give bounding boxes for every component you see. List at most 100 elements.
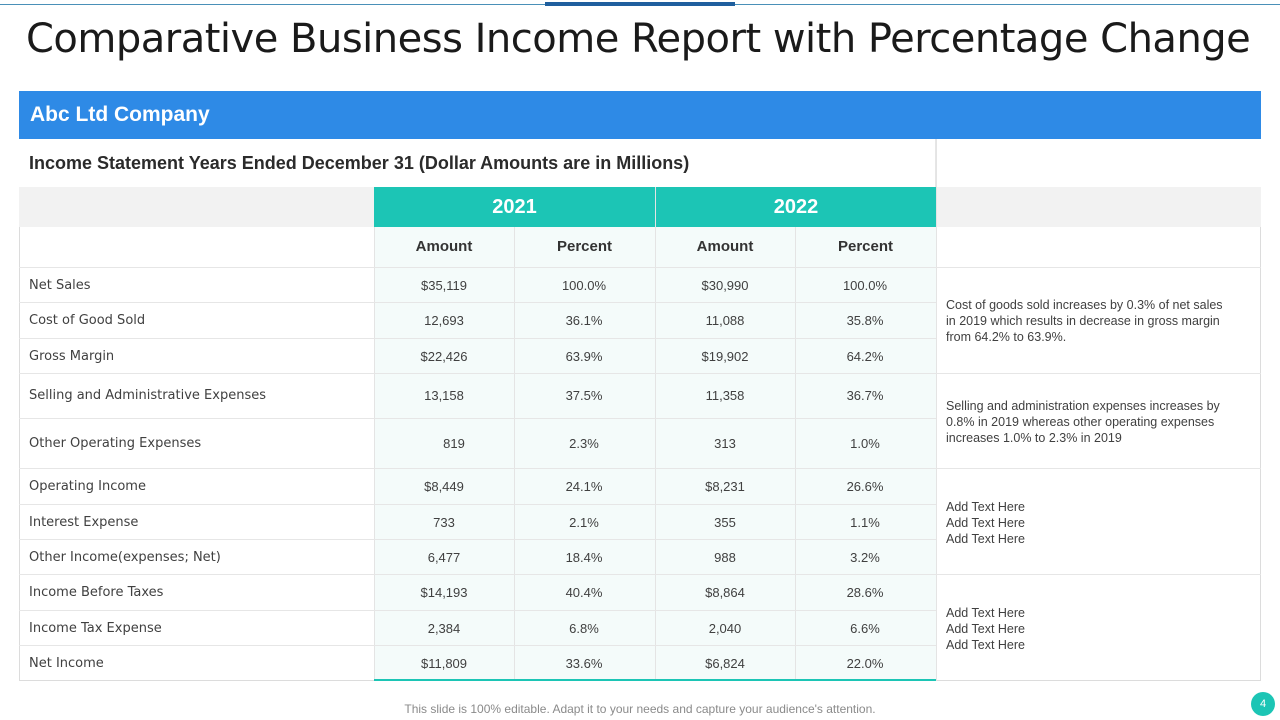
- amount-2021: 733: [433, 515, 455, 530]
- row-label: Other Income(expenses; Net): [29, 550, 221, 565]
- note-line: Add Text Here: [946, 622, 1025, 636]
- row-divider: [19, 504, 936, 505]
- amount-2021: 819: [443, 436, 465, 451]
- percent-2021: 6.8%: [569, 621, 599, 636]
- row-label: Income Tax Expense: [29, 621, 162, 636]
- column-divider: [655, 187, 656, 681]
- row-divider: [19, 267, 1261, 268]
- year-header-2022: 2022: [656, 187, 936, 227]
- column-header-percent-2021: Percent: [556, 238, 613, 255]
- amount-2022: $8,231: [705, 479, 745, 494]
- amount-2021: $8,449: [424, 479, 464, 494]
- header-band-right: [936, 187, 1261, 227]
- row-divider: [19, 610, 936, 611]
- row-label: Income Before Taxes: [29, 585, 164, 600]
- note-line: increases 1.0% to 2.3% in 2019: [946, 431, 1122, 445]
- company-name-bar: Abc Ltd Company: [19, 91, 1261, 139]
- amount-2022: $8,864: [705, 585, 745, 600]
- amount-2021: $11,809: [420, 656, 468, 671]
- percent-2022: 1.0%: [850, 436, 880, 451]
- amount-2021: $22,426: [420, 349, 468, 364]
- row-divider: [19, 373, 1261, 374]
- column-header-amount-2021: Amount: [415, 238, 473, 255]
- row-label: Operating Income: [29, 479, 146, 494]
- page-title: Comparative Business Income Report with …: [26, 16, 1251, 62]
- amount-2022: $19,902: [701, 349, 749, 364]
- column-divider: [936, 139, 937, 681]
- row-divider: [19, 302, 936, 303]
- amount-2022: 11,088: [705, 313, 745, 328]
- row-divider: [19, 574, 1261, 575]
- column-divider: [514, 227, 515, 681]
- percent-2021: 36.1%: [565, 313, 603, 328]
- percent-2022: 36.7%: [846, 388, 884, 403]
- note-line: Add Text Here: [946, 606, 1025, 620]
- top-accent-bar: [545, 2, 735, 6]
- percent-2021: 100.0%: [561, 278, 607, 293]
- row-divider: [19, 418, 936, 419]
- row-label: Interest Expense: [29, 515, 139, 530]
- percent-2021: 2.3%: [569, 436, 599, 451]
- percent-2022: 26.6%: [846, 479, 884, 494]
- amount-2022: 11,358: [705, 388, 745, 403]
- note-line: in 2019 which results in decrease in gro…: [946, 314, 1220, 328]
- percent-2022: 6.6%: [850, 621, 880, 636]
- year-header-2021: 2021: [374, 187, 655, 227]
- row-divider: [19, 338, 936, 339]
- footer-text: This slide is 100% editable. Adapt it to…: [404, 702, 876, 716]
- amount-2021: 2,384: [427, 621, 461, 636]
- statement-heading: Income Statement Years Ended December 31…: [19, 139, 936, 187]
- amount-2022: 988: [714, 550, 736, 565]
- percent-2022: 28.6%: [846, 585, 884, 600]
- amount-2022: 313: [714, 436, 736, 451]
- percent-2021: 63.9%: [565, 349, 603, 364]
- row-label: Net Sales: [29, 278, 91, 293]
- row-label: Cost of Good Sold: [29, 313, 146, 328]
- row-label: Net Income: [29, 656, 104, 671]
- note-line: 0.8% in 2019 whereas other operating exp…: [946, 415, 1215, 429]
- amount-2021: 12,693: [424, 313, 464, 328]
- note-line: Add Text Here: [946, 500, 1025, 514]
- amount-2022: 2,040: [708, 621, 742, 636]
- note-placeholder-1: Add Text Here Add Text Here Add Text Her…: [946, 499, 1246, 547]
- column-header-percent-2022: Percent: [837, 238, 894, 255]
- column-divider: [374, 227, 375, 681]
- row-divider: [19, 645, 936, 646]
- amount-2021: $35,119: [420, 278, 468, 293]
- note-line: Add Text Here: [946, 516, 1025, 530]
- percent-2021: 37.5%: [565, 388, 603, 403]
- percent-2021: 18.4%: [565, 550, 603, 565]
- note-placeholder-2: Add Text Here Add Text Here Add Text Her…: [946, 605, 1246, 653]
- note-line: Add Text Here: [946, 638, 1025, 652]
- percent-2022: 1.1%: [850, 515, 880, 530]
- row-divider: [19, 468, 1261, 469]
- amount-2021: $14,193: [420, 585, 468, 600]
- percent-2022: 3.2%: [850, 550, 880, 565]
- percent-2021: 24.1%: [565, 479, 603, 494]
- amount-2022: 355: [714, 515, 736, 530]
- percent-2021: 40.4%: [565, 585, 603, 600]
- percent-2022: 22.0%: [846, 656, 884, 671]
- percent-2021: 2.1%: [569, 515, 599, 530]
- column-divider: [795, 227, 796, 681]
- note-line: Selling and administration expenses incr…: [946, 399, 1220, 413]
- amount-2022: $30,990: [701, 278, 749, 293]
- note-gross-margin: Cost of goods sold increases by 0.3% of …: [946, 297, 1246, 345]
- row-divider: [19, 539, 936, 540]
- page-number-badge: 4: [1251, 692, 1275, 716]
- percent-2022: 100.0%: [842, 278, 888, 293]
- amount-2022: $6,824: [705, 656, 745, 671]
- column-header-amount-2022: Amount: [696, 238, 754, 255]
- row-label: Gross Margin: [29, 349, 115, 364]
- table-bottom-accent: [374, 679, 936, 681]
- note-line: from 64.2% to 63.9%.: [946, 330, 1067, 344]
- note-line: Cost of goods sold increases by 0.3% of …: [946, 298, 1223, 312]
- row-label: Other Operating Expenses: [29, 436, 202, 451]
- percent-2022: 35.8%: [846, 313, 884, 328]
- header-band-left: [19, 187, 374, 227]
- percent-2022: 64.2%: [846, 349, 884, 364]
- amount-2021: 6,477: [427, 550, 461, 565]
- amount-2021: 13,158: [424, 388, 464, 403]
- row-label: Selling and Administrative Expenses: [29, 388, 266, 403]
- note-line: Add Text Here: [946, 532, 1025, 546]
